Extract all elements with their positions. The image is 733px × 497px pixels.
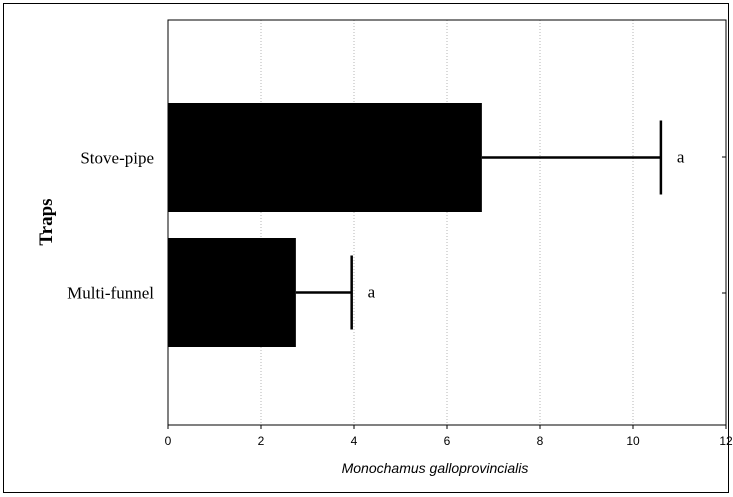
x-tick-label: 8 bbox=[537, 434, 544, 448]
x-tick-label: 6 bbox=[444, 434, 451, 448]
x-tick-label: 2 bbox=[258, 434, 265, 448]
chart-frame bbox=[3, 3, 729, 493]
y-axis-title: Traps bbox=[36, 198, 57, 245]
bar bbox=[168, 238, 296, 347]
significance-labels: aa bbox=[368, 148, 685, 302]
significance-label: a bbox=[368, 283, 376, 302]
x-tick-label: 4 bbox=[351, 434, 358, 448]
category-label: Stove-pipe bbox=[80, 149, 154, 168]
error-bars bbox=[295, 120, 663, 330]
significance-label: a bbox=[677, 148, 685, 167]
x-axis-ticks: 0 2 4 6 8 10 12 bbox=[165, 156, 733, 448]
x-axis-title: Monochamus galloprovincialis bbox=[342, 460, 529, 476]
bar bbox=[168, 103, 482, 212]
x-tick-label: 12 bbox=[719, 434, 733, 448]
gridlines bbox=[260, 20, 634, 425]
x-tick-label: 10 bbox=[626, 434, 640, 448]
bars bbox=[168, 103, 482, 347]
category-labels: Stove-pipe Multi-funnel bbox=[67, 149, 154, 303]
x-tick-label: 0 bbox=[165, 434, 172, 448]
category-label: Multi-funnel bbox=[67, 284, 154, 303]
